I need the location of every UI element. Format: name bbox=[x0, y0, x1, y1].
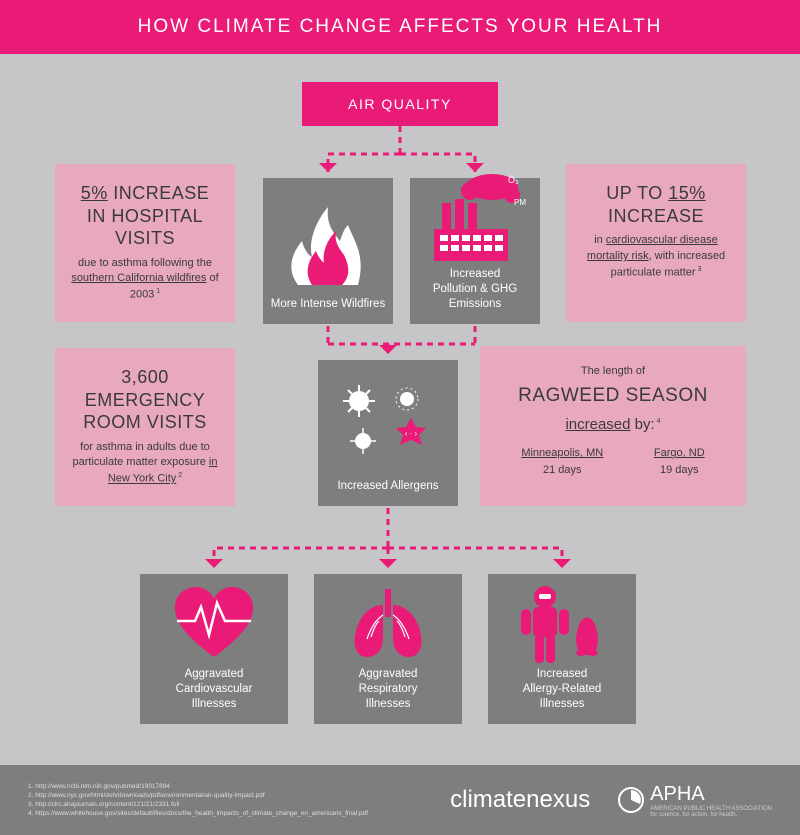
allergen-icon: ‹ · › bbox=[333, 377, 443, 471]
card-pollution: O₃ PM Increased Pollution & GHG Emissions bbox=[410, 178, 540, 324]
card-cardio-l1: Aggravated bbox=[185, 668, 244, 680]
stat2-sub-pre: for asthma in adults due to particulate … bbox=[73, 441, 210, 469]
footer-references: 1. http://www.ncbi.nlm.nih.gov/pubmed/19… bbox=[28, 782, 450, 818]
card-allergens-label: Increased Allergens bbox=[337, 479, 438, 494]
apha-text: APHA bbox=[650, 783, 772, 806]
ragweed-days2: 19 days bbox=[660, 464, 699, 476]
stat3-post: INCREASE bbox=[608, 206, 704, 226]
ragweed-days1: 21 days bbox=[543, 464, 582, 476]
svg-text:PM: PM bbox=[514, 198, 526, 207]
infographic-canvas: AIR QUALITY 5% INCREASE IN HOSPITAL VISI… bbox=[0, 54, 800, 765]
stat3-sub-pre: in bbox=[594, 234, 606, 246]
card-allergy: Increased Allergy-Related Illnesses bbox=[488, 574, 636, 724]
card-allergy-l3: Illnesses bbox=[540, 698, 585, 710]
apha-icon bbox=[618, 787, 644, 813]
air-quality-label: AIR QUALITY bbox=[302, 82, 498, 126]
svg-text:O₃: O₃ bbox=[508, 175, 519, 185]
footer: 1. http://www.ncbi.nlm.nih.gov/pubmed/19… bbox=[0, 765, 800, 835]
ragweed-increased: increased bbox=[565, 416, 630, 433]
fire-icon bbox=[278, 197, 378, 287]
allergy-person-icon bbox=[507, 583, 617, 667]
ragweed-lead: The length of bbox=[496, 364, 730, 380]
card-allergens: ‹ · › Increased Allergens bbox=[318, 360, 458, 506]
card-pollution-l2: Pollution & GHG Emissions bbox=[433, 283, 517, 310]
card-resp-l3: Illnesses bbox=[366, 698, 411, 710]
ragweed-by: by: bbox=[631, 416, 655, 433]
card-respiratory: Aggravated Respiratory Illnesses bbox=[314, 574, 462, 724]
lungs-icon bbox=[343, 585, 433, 665]
stat2-headline: 3,600 EMERGENCY ROOM VISITS bbox=[71, 366, 219, 434]
ragweed-city2: Fargo, ND bbox=[654, 447, 705, 459]
climatenexus-logo: climatenexus bbox=[450, 786, 590, 814]
factory-icon: O₃ PM bbox=[420, 173, 530, 267]
card-resp-l2: Respiratory bbox=[359, 683, 418, 695]
apha-sub: AMERICAN PUBLIC HEALTH ASSOCIATION for s… bbox=[650, 806, 772, 818]
ref-1: 1. http://www.ncbi.nlm.nih.gov/pubmed/19… bbox=[28, 782, 450, 791]
stat1-sub-ul: southern California wildfires bbox=[71, 272, 206, 284]
svg-text:‹ · ›: ‹ · › bbox=[405, 429, 418, 438]
stat3-pct: 15% bbox=[668, 183, 706, 203]
card-cardio-l3: Illnesses bbox=[192, 698, 237, 710]
stat-ragweed-season: The length of RAGWEED SEASON increased b… bbox=[480, 346, 746, 506]
stat-hospital-visits: 5% INCREASE IN HOSPITAL VISITS due to as… bbox=[55, 164, 235, 322]
ref-2: 2. http://www.nyc.gov/html/doh/downloads… bbox=[28, 791, 450, 800]
ragweed-city1: Minneapolis, MN bbox=[521, 447, 603, 459]
card-resp-l1: Aggravated bbox=[359, 668, 418, 680]
stat-er-visits: 3,600 EMERGENCY ROOM VISITS for asthma i… bbox=[55, 348, 235, 506]
card-allergy-l2: Allergy-Related bbox=[523, 683, 602, 695]
card-wildfires-label: More Intense Wildfires bbox=[271, 297, 385, 312]
stat1-sub-pre: due to asthma following the bbox=[78, 257, 212, 269]
ref-3: 3. http://circ.ahajournals.org/content/1… bbox=[28, 800, 450, 809]
ref-4: 4. https://www.whitehouse.gov/sites/defa… bbox=[28, 809, 450, 818]
stat1-pct: 5% bbox=[81, 183, 108, 203]
card-allergy-l1: Increased bbox=[537, 668, 588, 680]
heart-icon bbox=[169, 585, 259, 665]
page-title: HOW CLIMATE CHANGE AFFECTS YOUR HEALTH bbox=[0, 0, 800, 54]
apha-logo: APHA AMERICAN PUBLIC HEALTH ASSOCIATION … bbox=[618, 783, 772, 818]
card-cardio: Aggravated Cardiovascular Illnesses bbox=[140, 574, 288, 724]
stat3-pre: UP TO bbox=[606, 183, 668, 203]
card-pollution-l1: Increased bbox=[450, 268, 501, 280]
stat-cardio-mortality: UP TO 15% INCREASE in cardiovascular dis… bbox=[566, 164, 746, 322]
card-cardio-l2: Cardiovascular bbox=[176, 683, 253, 695]
ragweed-headline: RAGWEED SEASON bbox=[496, 384, 730, 408]
card-wildfires: More Intense Wildfires bbox=[263, 178, 393, 324]
